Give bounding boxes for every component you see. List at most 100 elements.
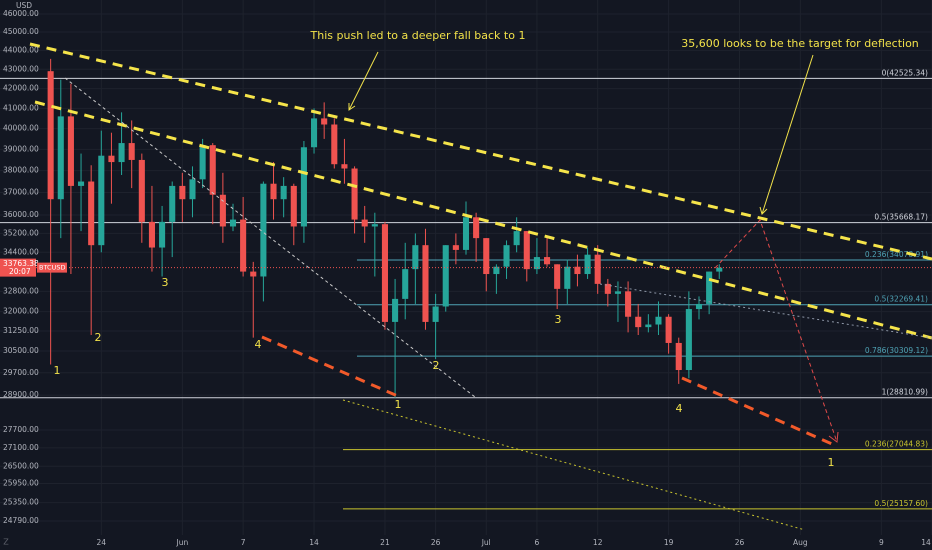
candle-body (331, 124, 338, 165)
candle-body (695, 303, 703, 310)
candle-body (199, 145, 206, 180)
fib-label: 0.236(34078.91) (865, 250, 928, 259)
candle-body (523, 231, 530, 270)
y-tick-label: 24790.00 (3, 516, 39, 525)
candle-body (574, 266, 581, 275)
candle-body (47, 71, 54, 200)
candle-body (250, 271, 257, 277)
x-tick-label: Aug (793, 538, 808, 547)
y-tick-label: 29700.00 (3, 368, 39, 377)
y-tick-label: 32000.00 (3, 307, 39, 316)
candle-body (513, 231, 520, 246)
trend-line (261, 335, 401, 399)
symbol-box (37, 262, 67, 273)
trend-line (29, 42, 932, 261)
candle-body (473, 217, 480, 239)
y-tick-label: 45000.00 (3, 27, 39, 36)
candle-body (564, 266, 571, 289)
y-tick-label: 25350.00 (3, 498, 39, 507)
candle-body (706, 271, 713, 304)
candle-body (260, 183, 267, 277)
candle-body (584, 254, 591, 275)
candle-body (98, 155, 105, 246)
candle-body (635, 316, 642, 328)
candle-body (614, 291, 621, 294)
y-tick-label: 38000.00 (3, 166, 39, 175)
arrow-head (828, 431, 839, 443)
x-tick-label: Jul (481, 538, 491, 547)
x-tick-label: 7 (241, 538, 246, 547)
candle-body (128, 143, 135, 160)
y-tick-label: 30500.00 (3, 346, 39, 355)
wave-label: 3 (162, 276, 169, 289)
candle-body (229, 219, 237, 227)
price-box (0, 258, 36, 277)
candle-body (361, 219, 368, 227)
y-tick-label: 40000.00 (3, 124, 39, 133)
y-tick-label: 44000.00 (3, 45, 39, 54)
candle-body (503, 245, 510, 267)
fib-label: 0.786(30309.12) (865, 346, 928, 355)
candle-body (138, 159, 145, 222)
wave-label: 4 (255, 338, 262, 351)
fib-label: 0.5(35668.17) (874, 213, 928, 222)
candle-body (422, 245, 429, 322)
wave-label: 1 (828, 456, 835, 469)
candle-body (169, 185, 176, 222)
y-tick-label: 36000.00 (3, 210, 39, 219)
y-tick-label: 42000.00 (3, 84, 39, 93)
candle-body (371, 224, 378, 227)
fib-label: 0.5(25157.60) (874, 499, 928, 508)
candle-body (351, 168, 358, 220)
candle-body (88, 181, 95, 246)
fib-label: 0(42525.34) (882, 68, 928, 77)
y-tick-label: 28900.00 (3, 390, 39, 399)
trend-line (34, 100, 932, 340)
arrow-head (759, 206, 768, 215)
y-tick-label: 27100.00 (3, 443, 39, 452)
candle-body (594, 254, 601, 284)
candle-body (57, 116, 64, 200)
candle-body (118, 143, 125, 163)
wave-label: 4 (676, 402, 683, 415)
candle-body (432, 306, 439, 322)
logo: Z (3, 538, 9, 547)
countdown: 20:07 (9, 267, 31, 276)
candle-body (402, 269, 409, 299)
candles (47, 58, 723, 399)
candle-body (189, 179, 196, 200)
candle-body (625, 291, 632, 317)
candle-body (645, 324, 652, 328)
wave-label: 1 (395, 398, 402, 411)
axes: 24790.00 25350.00 25950.00 26500.00 27100.00… (0, 9, 932, 547)
candle-body (341, 164, 348, 169)
fib-label: 0.236(27044.83) (865, 440, 928, 449)
annotation: This push led to a deeper fall back to 1 (310, 29, 526, 42)
x-tick-label: 19 (664, 538, 674, 547)
x-tick-label: 14 (921, 538, 931, 547)
y-tick-label: 35200.00 (3, 228, 39, 237)
candle-body (493, 266, 500, 275)
candle-body (67, 116, 74, 186)
candle-body (300, 147, 307, 227)
price-label: 33763.38 (3, 259, 39, 268)
y-tick-label: 39000.00 (3, 144, 39, 153)
x-tick-label: 14 (309, 538, 319, 547)
y-tick-label: 37000.00 (3, 188, 39, 197)
x-tick-label: 6 (535, 538, 540, 547)
fib-label: 1(28810.99) (882, 388, 928, 397)
candle-body (321, 118, 328, 125)
candle-body (108, 155, 115, 163)
candle-body (442, 245, 449, 307)
candle-body (716, 267, 723, 272)
x-tick-label: 9 (879, 538, 884, 547)
symbol-label: BTCUSD (39, 264, 65, 272)
trend-line (681, 376, 833, 446)
arrow-head (348, 103, 356, 111)
wave-label: 3 (555, 313, 562, 326)
arrow (761, 54, 814, 215)
y-tick-label: 31250.00 (3, 326, 39, 335)
fib-label: 0.5(32269.41) (874, 295, 928, 304)
